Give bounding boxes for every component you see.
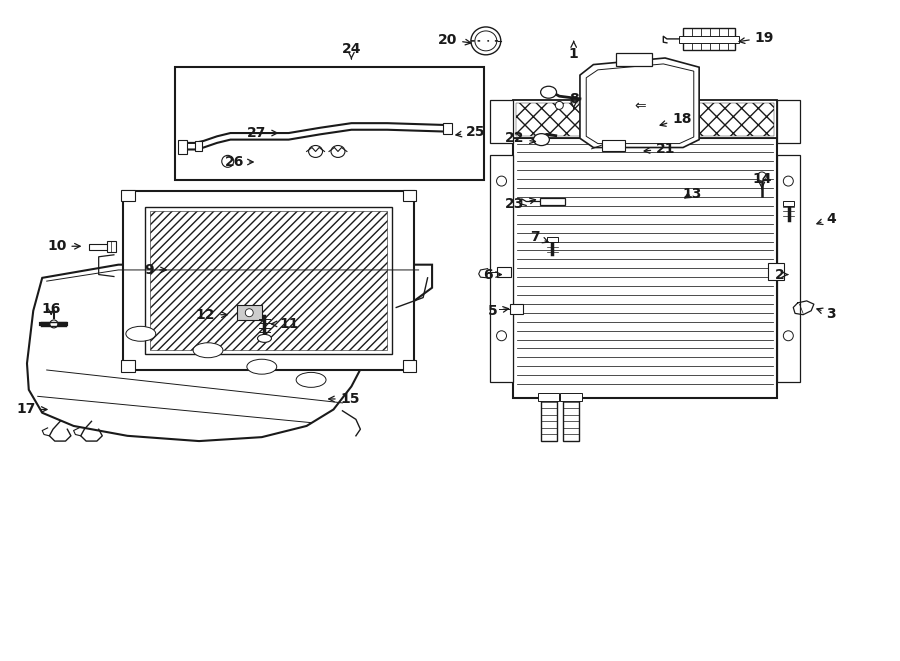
Text: 10: 10 [47, 239, 80, 253]
Bar [560, 393, 581, 401]
Bar [402, 190, 416, 202]
Text: 26: 26 [224, 155, 253, 169]
Ellipse shape [331, 145, 345, 157]
Text: 8: 8 [569, 92, 579, 108]
Bar [547, 237, 557, 242]
Ellipse shape [475, 31, 497, 51]
Bar [540, 198, 564, 206]
Text: 11: 11 [271, 317, 299, 331]
Bar [178, 139, 187, 154]
Bar [616, 53, 652, 66]
Text: 12: 12 [195, 308, 227, 322]
Text: 19: 19 [739, 30, 774, 44]
Text: 9: 9 [145, 263, 166, 277]
Circle shape [555, 101, 563, 109]
Circle shape [783, 330, 793, 340]
Circle shape [497, 330, 507, 340]
Bar [777, 100, 799, 143]
Text: ⇐: ⇐ [634, 98, 646, 112]
Text: 25: 25 [456, 125, 486, 139]
Bar [562, 399, 579, 441]
Text: 17: 17 [16, 403, 47, 416]
Bar [491, 100, 513, 143]
Bar [510, 304, 524, 314]
Polygon shape [586, 64, 694, 143]
Text: 21: 21 [644, 142, 676, 156]
Bar [237, 305, 262, 320]
Circle shape [758, 172, 767, 181]
Polygon shape [123, 191, 414, 370]
Text: 27: 27 [247, 126, 277, 140]
Bar [402, 360, 416, 372]
Ellipse shape [534, 134, 549, 145]
Text: 16: 16 [41, 303, 61, 317]
Ellipse shape [126, 327, 156, 341]
Bar [175, 67, 484, 180]
Bar [497, 267, 511, 276]
Text: 4: 4 [817, 212, 836, 225]
Text: 24: 24 [342, 42, 361, 59]
Bar [149, 211, 387, 350]
Text: 1: 1 [569, 41, 579, 61]
Ellipse shape [471, 27, 500, 55]
Circle shape [221, 155, 234, 167]
Text: 2: 2 [774, 268, 788, 282]
Text: 7: 7 [530, 230, 548, 244]
Bar [680, 36, 739, 43]
Bar [777, 155, 799, 382]
Circle shape [246, 309, 253, 317]
Ellipse shape [247, 359, 276, 374]
Circle shape [50, 320, 58, 328]
Bar [122, 190, 134, 202]
Bar [602, 139, 625, 151]
Bar [783, 202, 794, 206]
Text: 23: 23 [505, 197, 536, 211]
Bar [122, 360, 134, 372]
Bar [89, 244, 109, 250]
Text: 22: 22 [505, 132, 536, 145]
Bar [769, 263, 784, 280]
Ellipse shape [296, 372, 326, 387]
Polygon shape [580, 58, 699, 147]
Bar [683, 28, 735, 50]
Polygon shape [27, 264, 432, 441]
Text: 20: 20 [437, 32, 471, 46]
Text: 18: 18 [660, 112, 692, 126]
Ellipse shape [541, 86, 556, 98]
Text: 3: 3 [817, 307, 836, 321]
Text: 14: 14 [752, 172, 771, 189]
Bar [513, 138, 777, 399]
Ellipse shape [194, 343, 223, 358]
Polygon shape [145, 208, 392, 354]
Text: 6: 6 [483, 268, 501, 282]
Bar [107, 241, 116, 253]
Bar [538, 393, 559, 401]
Bar [541, 399, 556, 441]
Bar [517, 102, 773, 136]
Ellipse shape [309, 145, 322, 157]
Text: 5: 5 [488, 304, 508, 318]
Bar [513, 100, 777, 138]
Bar [491, 155, 513, 382]
Bar [443, 123, 452, 134]
Circle shape [497, 176, 507, 186]
Bar [194, 141, 202, 151]
Text: 15: 15 [328, 392, 360, 406]
Circle shape [783, 176, 793, 186]
Text: 13: 13 [682, 186, 702, 200]
Ellipse shape [257, 334, 272, 342]
